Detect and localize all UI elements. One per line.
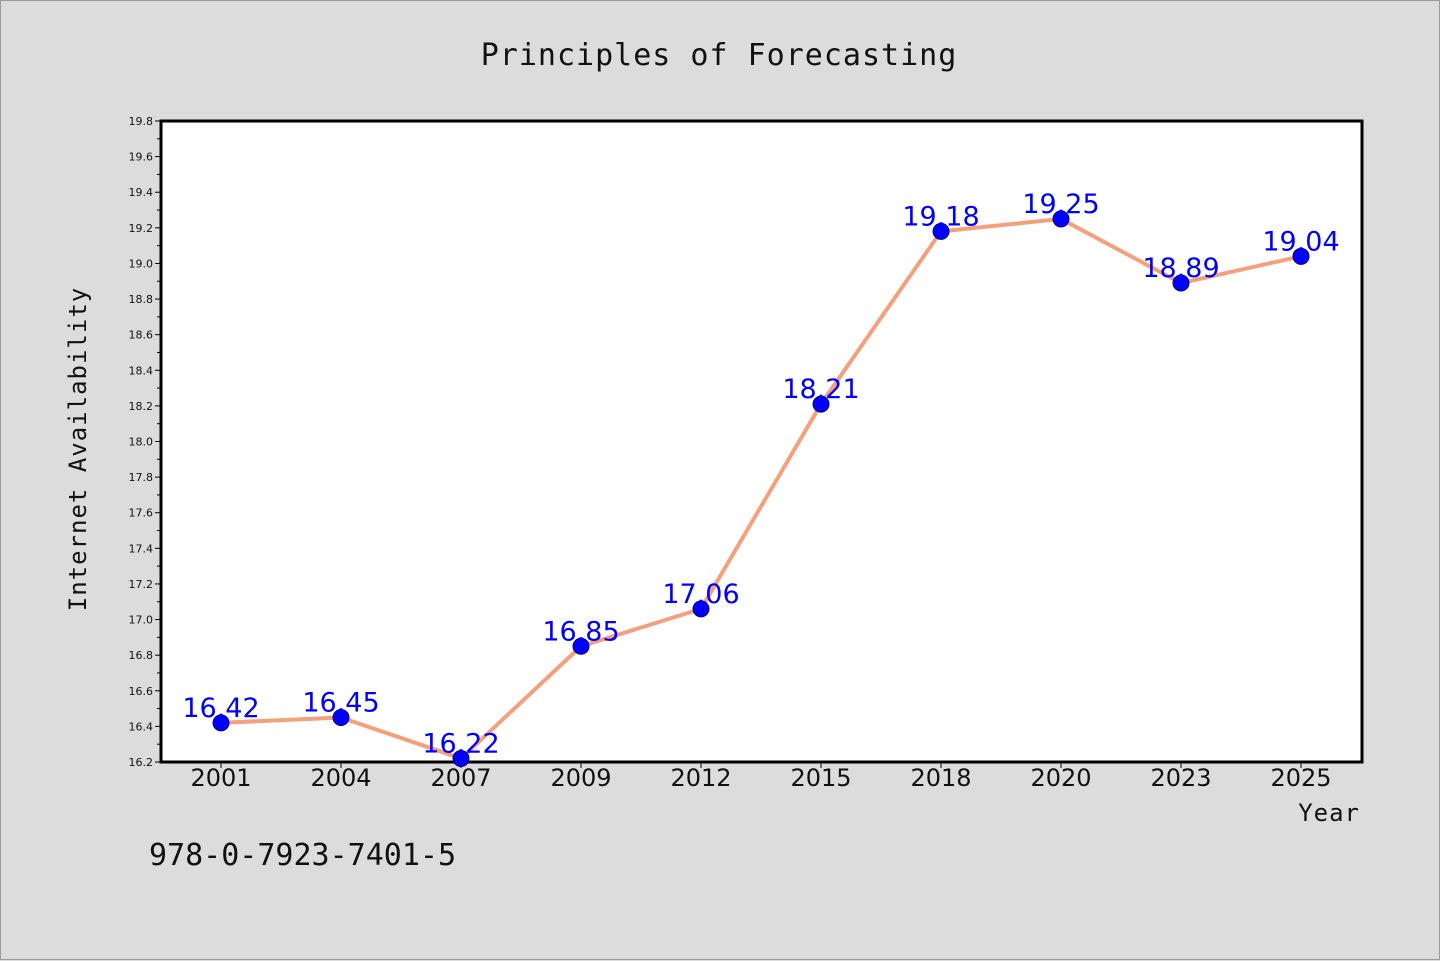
series-line-group — [212, 210, 1310, 767]
x-tick-label: 2012 — [670, 764, 731, 792]
data-label: 19.18 — [902, 201, 979, 232]
x-tick-label: 2001 — [190, 764, 251, 792]
x-tick-label: 2009 — [550, 764, 611, 792]
data-label: 16.45 — [302, 687, 379, 718]
x-tick-label: 2025 — [1270, 764, 1331, 792]
y-tick-label: 19.6 — [129, 151, 154, 164]
y-tick-label: 19.8 — [129, 115, 154, 128]
data-label: 17.06 — [662, 579, 739, 610]
data-point-marker — [212, 714, 230, 732]
data-point-marker — [572, 637, 590, 655]
y-axis-label: Internet Availability — [64, 287, 92, 611]
data-point-marker — [812, 395, 830, 413]
x-axis-label: Year — [1298, 799, 1360, 827]
y-tick-label: 17.0 — [129, 614, 154, 627]
isbn-text: 978-0-7923-7401-5 — [149, 838, 456, 873]
chart-title: Principles of Forecasting — [481, 38, 958, 73]
y-tick-label: 16.2 — [129, 756, 154, 769]
data-point-marker — [932, 222, 950, 240]
y-tick-label: 17.2 — [129, 578, 154, 591]
y-tick-label: 17.4 — [129, 542, 154, 555]
y-axis: 16.2 16.4 16.6 16.8 17.0 17.2 17.4 17.6 17.8 18.0… — [129, 115, 161, 769]
plot-area — [159, 119, 1364, 764]
data-label: 16.85 — [542, 616, 619, 647]
data-point-marker — [692, 600, 710, 618]
data-point-marker — [332, 708, 350, 726]
y-tick-label: 16.6 — [129, 685, 154, 698]
x-tick-label: 2015 — [790, 764, 851, 792]
y-tick-label: 16.8 — [129, 649, 154, 662]
y-tick-label: 19.4 — [129, 186, 154, 199]
x-tick-label: 2007 — [430, 764, 491, 792]
y-tick-label: 16.4 — [129, 720, 154, 733]
y-tick-label: 17.6 — [129, 507, 154, 520]
y-tick-label: 17.8 — [129, 471, 154, 484]
data-label: 16.22 — [422, 728, 499, 759]
data-label: 19.04 — [1262, 226, 1339, 257]
y-tick-label: 18.6 — [129, 329, 154, 342]
x-tick-label: 2023 — [1150, 764, 1211, 792]
y-tick-label: 18.0 — [129, 436, 154, 449]
data-point-marker — [452, 749, 470, 767]
y-tick-label: 18.8 — [129, 293, 154, 306]
data-label: 18.89 — [1142, 253, 1219, 284]
x-tick-label: 2004 — [310, 764, 371, 792]
data-point-marker — [1052, 210, 1070, 228]
y-tick-label: 19.0 — [129, 257, 154, 270]
data-label: 16.42 — [182, 693, 259, 724]
x-tick-label: 2018 — [910, 764, 971, 792]
y-tick-label: 18.4 — [129, 364, 154, 377]
data-label: 18.21 — [782, 374, 859, 405]
data-label: 19.25 — [1022, 189, 1099, 220]
y-tick-label: 19.2 — [129, 222, 154, 235]
x-axis: 2001 2004 2007 2009 2012 2015 2018 2020 2023 2025 — [190, 762, 1332, 792]
series-line — [219, 216, 1303, 761]
data-label-group: 16.42 16.45 16.22 16.85 17.06 18.21 19.18 19.25… — [182, 189, 1339, 760]
data-point-marker — [1292, 247, 1310, 265]
data-point-marker — [1172, 274, 1190, 292]
x-tick-label: 2020 — [1030, 764, 1091, 792]
y-tick-label: 18.2 — [129, 400, 154, 413]
